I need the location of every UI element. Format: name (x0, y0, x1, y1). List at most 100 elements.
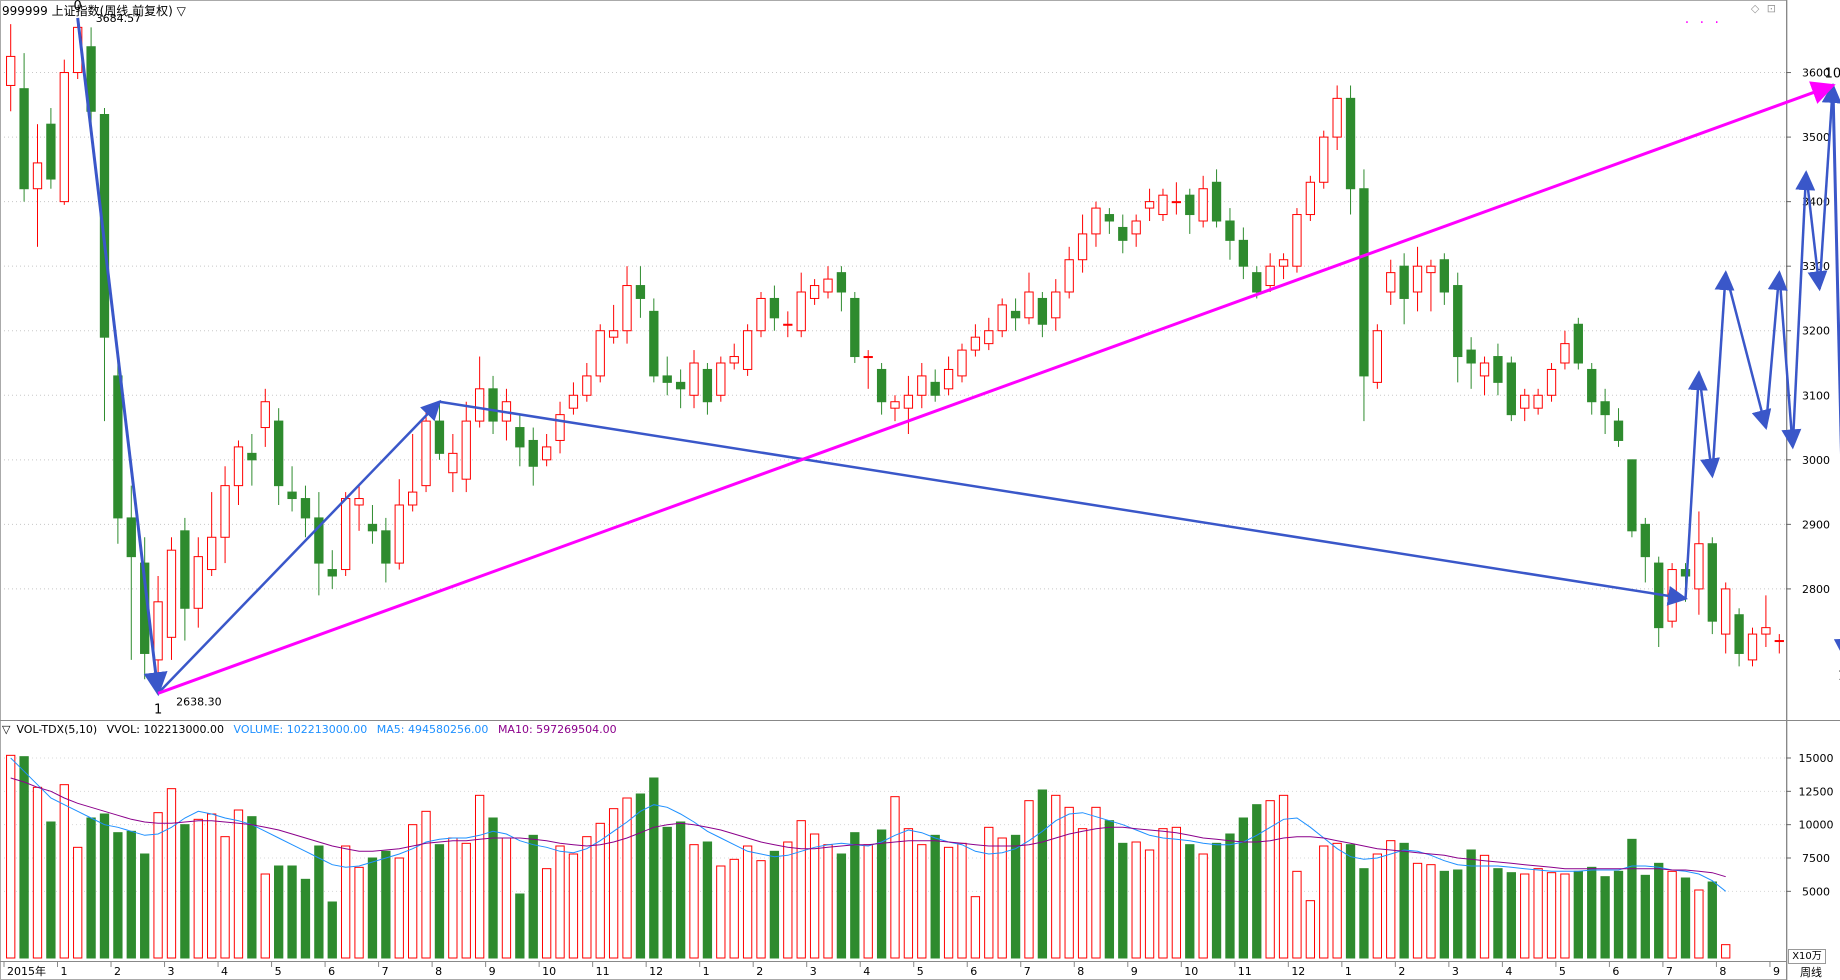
candle-body (19, 88, 29, 190)
chart-title: 999999 上证指数(周线 前复权) ▽ (2, 4, 186, 18)
volume-bar (917, 844, 927, 959)
volume-bar (595, 822, 605, 959)
candle-body (1466, 349, 1476, 364)
candle-body (1319, 136, 1329, 183)
candle-body (99, 114, 110, 338)
x-tick-label: 4 (221, 965, 228, 978)
candle-body (1064, 259, 1074, 293)
candle-body (126, 517, 136, 558)
volume-bar (354, 866, 364, 959)
candle-body (1171, 201, 1182, 204)
candle-body (341, 498, 351, 571)
candle-body (1292, 214, 1302, 267)
volume-tick-label: 10000 (1799, 819, 1834, 832)
volume-bar (1412, 862, 1423, 959)
wave-segment (1724, 272, 1772, 430)
volume-bar (515, 893, 525, 959)
candle-body (1118, 226, 1128, 241)
restore-icon[interactable]: ◇ (1750, 2, 1760, 15)
candle-body (1386, 272, 1396, 293)
volume-bar (756, 860, 766, 959)
candle-body (488, 388, 498, 422)
candle-body (1761, 627, 1771, 635)
candle-body (1185, 194, 1195, 216)
volume-bar (1533, 868, 1543, 959)
volume-bar (1721, 944, 1731, 959)
volume-bar (582, 836, 592, 959)
volume-legend: ▽ VOL-TDX(5,10) VVOL: 102213000.00 VOLUME… (2, 723, 623, 736)
candle-body (622, 285, 632, 332)
candle-body (1238, 239, 1249, 267)
volume-bar (126, 830, 136, 959)
volume-bar (381, 850, 391, 959)
x-tick-label: 2 (114, 965, 121, 978)
price-tick-label: 3000 (1802, 454, 1830, 467)
volume-bar (541, 868, 552, 959)
candle-body (474, 388, 485, 422)
candle-body (367, 523, 378, 532)
candle-body (1573, 323, 1583, 364)
volume-bar (1627, 838, 1637, 959)
candle-body (984, 330, 994, 345)
volume-bar (1064, 806, 1074, 959)
timeframe-label[interactable]: 周线 (1800, 966, 1822, 979)
volume-bar (1131, 841, 1141, 959)
wave-label: 0 (74, 0, 82, 14)
volume-bar (180, 824, 190, 959)
candle-body (1091, 207, 1101, 235)
candle-body (823, 278, 833, 293)
volume-bar (501, 837, 512, 959)
candle-body (1439, 259, 1449, 293)
window-controls[interactable]: ◇ ⊡ (1747, 2, 1776, 15)
volume-bar (1386, 840, 1396, 959)
volume-bar (890, 796, 900, 959)
volume-bar (997, 837, 1007, 959)
more-dots-icon[interactable]: · · · (1684, 15, 1722, 31)
candle-body (1399, 265, 1409, 299)
volume-bar (823, 844, 833, 959)
candle-body (1158, 194, 1168, 216)
volume-bar (1037, 789, 1048, 959)
candle-body (1077, 233, 1088, 261)
x-tick-label: 5 (275, 965, 282, 978)
volume-bar (1091, 806, 1101, 959)
candle-body (1747, 633, 1758, 661)
volume-bar (1506, 872, 1516, 959)
volume-bar (943, 846, 954, 959)
volume-bar (1292, 870, 1302, 959)
candle-body (421, 420, 431, 487)
maximize-icon[interactable]: ⊡ (1766, 2, 1776, 15)
candle-body (1305, 181, 1316, 216)
volume-bar (1319, 845, 1329, 959)
volume-bar (809, 833, 820, 959)
volume-bar (341, 845, 351, 959)
x-tick-label: 8 (1077, 965, 1084, 978)
wave-segment (1697, 372, 1720, 479)
candle-body (608, 330, 619, 338)
price-tick-label: 3500 (1802, 131, 1830, 144)
candle-body (528, 439, 538, 467)
volume-bar (260, 873, 270, 959)
volume-bar (488, 817, 498, 959)
candle-body (113, 375, 123, 519)
volume-bar (46, 821, 56, 959)
vol-indicator-name: VOL-TDX(5,10) (16, 723, 98, 736)
candle-body (890, 401, 900, 409)
candle-body (1372, 330, 1382, 383)
x-tick-label: 10 (1184, 965, 1198, 978)
candle-body (1587, 368, 1597, 403)
x-tick-label: 7 (1666, 965, 1673, 978)
volume-bar (1077, 828, 1088, 959)
volume-bar (474, 794, 485, 959)
volume-bar (876, 829, 887, 959)
candle-body (1479, 362, 1490, 377)
candle-body (970, 336, 981, 351)
candle-body (582, 375, 592, 396)
candle-body (381, 530, 391, 564)
volume-bar (1238, 817, 1249, 959)
x-tick-label: 6 (970, 965, 977, 978)
candle-body (1707, 543, 1717, 622)
candle-body (394, 504, 404, 564)
volume-bar (113, 832, 123, 959)
